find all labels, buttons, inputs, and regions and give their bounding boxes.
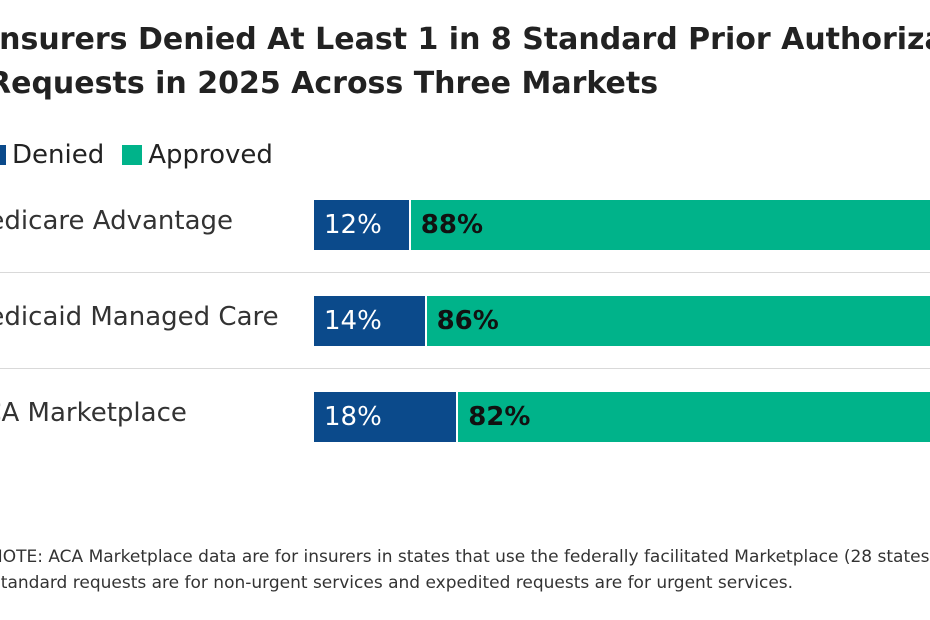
legend-label-denied: Denied: [12, 140, 105, 170]
row-label-aca-marketplace: ACA Marketplace: [0, 398, 187, 428]
data-label-denied-aca-marketplace: 18%: [324, 402, 382, 432]
note-line-2: Standard requests are for non-urgent ser…: [0, 573, 794, 593]
chart-title: Insurers Denied At Least 1 in 8 Standard…: [0, 18, 930, 106]
row-divider: [0, 272, 930, 273]
bar-approved-aca-marketplace: [456, 392, 930, 442]
chart-legend: Denied Approved: [0, 138, 291, 172]
row-label-medicare-advantage: Medicare Advantage: [0, 206, 234, 236]
chart-title-line-2: Requests in 2025 Across Three Markets: [0, 66, 659, 101]
bar-denied-medicare-advantage: [314, 200, 409, 250]
legend-item-denied: Denied: [0, 140, 104, 170]
data-label-denied-medicare-advantage: 12%: [324, 210, 382, 240]
note-line-1: NOTE: ACA Marketplace data are for insur…: [0, 547, 930, 567]
legend-label-approved: Approved: [148, 140, 273, 170]
bar-approved-medicaid-managed-care: [424, 296, 930, 346]
bar-approved-medicare-advantage: [408, 200, 930, 250]
bar-denied-medicaid-managed-care: [314, 296, 425, 346]
data-label-denied-medicaid-managed-care: 14%: [324, 306, 382, 336]
chart-title-line-1: Insurers Denied At Least 1 in 8 Standard…: [0, 22, 930, 57]
chart-note: NOTE: ACA Marketplace data are for insur…: [0, 544, 930, 596]
data-label-approved-aca-marketplace: 82%: [468, 402, 531, 432]
legend-item-approved: Approved: [122, 140, 273, 170]
row-label-medicaid-managed-care: Medicaid Managed Care: [0, 302, 279, 332]
data-label-approved-medicare-advantage: 88%: [420, 210, 484, 240]
bar-denied-aca-marketplace: [314, 392, 457, 442]
row-divider: [0, 368, 930, 369]
data-label-approved-medicaid-managed-care: 86%: [436, 306, 499, 336]
legend-swatch-approved: [122, 145, 143, 165]
legend-swatch-denied: [0, 145, 6, 165]
